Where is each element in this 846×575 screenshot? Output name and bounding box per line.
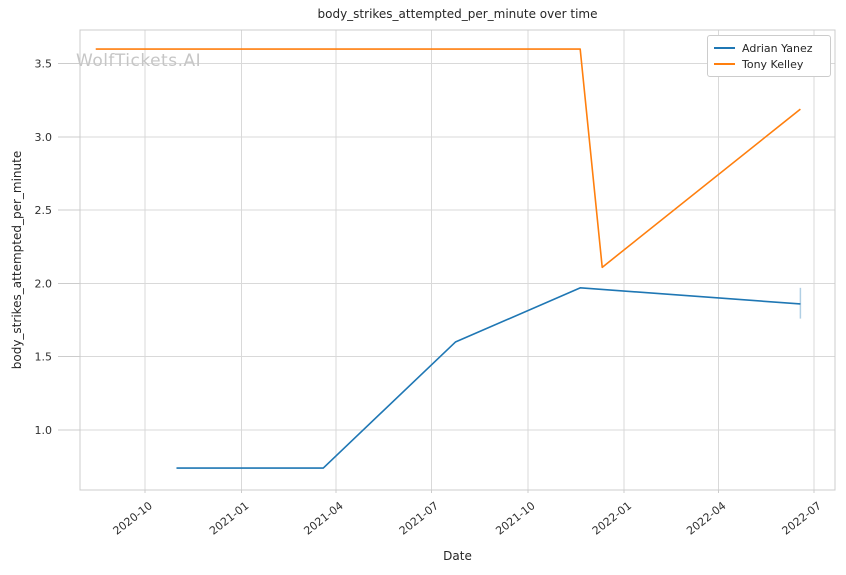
x-tick-label: 2021-07 bbox=[397, 499, 441, 538]
y-tick-label: 2.5 bbox=[35, 204, 53, 217]
y-axis-label: body_strikes_attempted_per_minute bbox=[10, 150, 24, 370]
legend-label: Adrian Yanez bbox=[742, 41, 813, 55]
legend-item-tony-kelley: Tony Kelley bbox=[714, 56, 824, 72]
series-line-adrian-yanez bbox=[176, 287, 801, 469]
x-tick-label: 2022-04 bbox=[684, 499, 728, 538]
y-tick-label: 2.0 bbox=[35, 277, 53, 290]
y-tick-label: 3.0 bbox=[35, 131, 53, 144]
x-tick-label: 2020-10 bbox=[111, 499, 155, 538]
legend-line-sample-icon bbox=[714, 47, 735, 49]
y-tick-label: 3.5 bbox=[35, 58, 53, 71]
x-tick-label: 2021-04 bbox=[301, 499, 345, 538]
y-tick-label: 1.0 bbox=[35, 424, 53, 437]
x-tick-label: 2021-10 bbox=[493, 499, 537, 538]
plot-border bbox=[79, 29, 836, 491]
x-axis-label: Date bbox=[443, 549, 472, 563]
chart-title: body_strikes_attempted_per_minute over t… bbox=[317, 7, 598, 21]
legend-item-adrian-yanez: Adrian Yanez bbox=[714, 40, 824, 56]
series-line-tony-kelley bbox=[95, 48, 801, 269]
x-tick-label: 2022-01 bbox=[590, 499, 634, 538]
y-tick-label: 1.5 bbox=[35, 351, 53, 364]
legend-line-sample-icon bbox=[714, 63, 735, 65]
watermark: WolfTickets.AI bbox=[76, 51, 201, 71]
legend-label: Tony Kelley bbox=[742, 57, 804, 71]
x-tick-label: 2021-01 bbox=[207, 499, 251, 538]
legend: Adrian Yanez Tony Kelley bbox=[707, 35, 831, 77]
x-tick-label: 2022-07 bbox=[780, 499, 824, 538]
